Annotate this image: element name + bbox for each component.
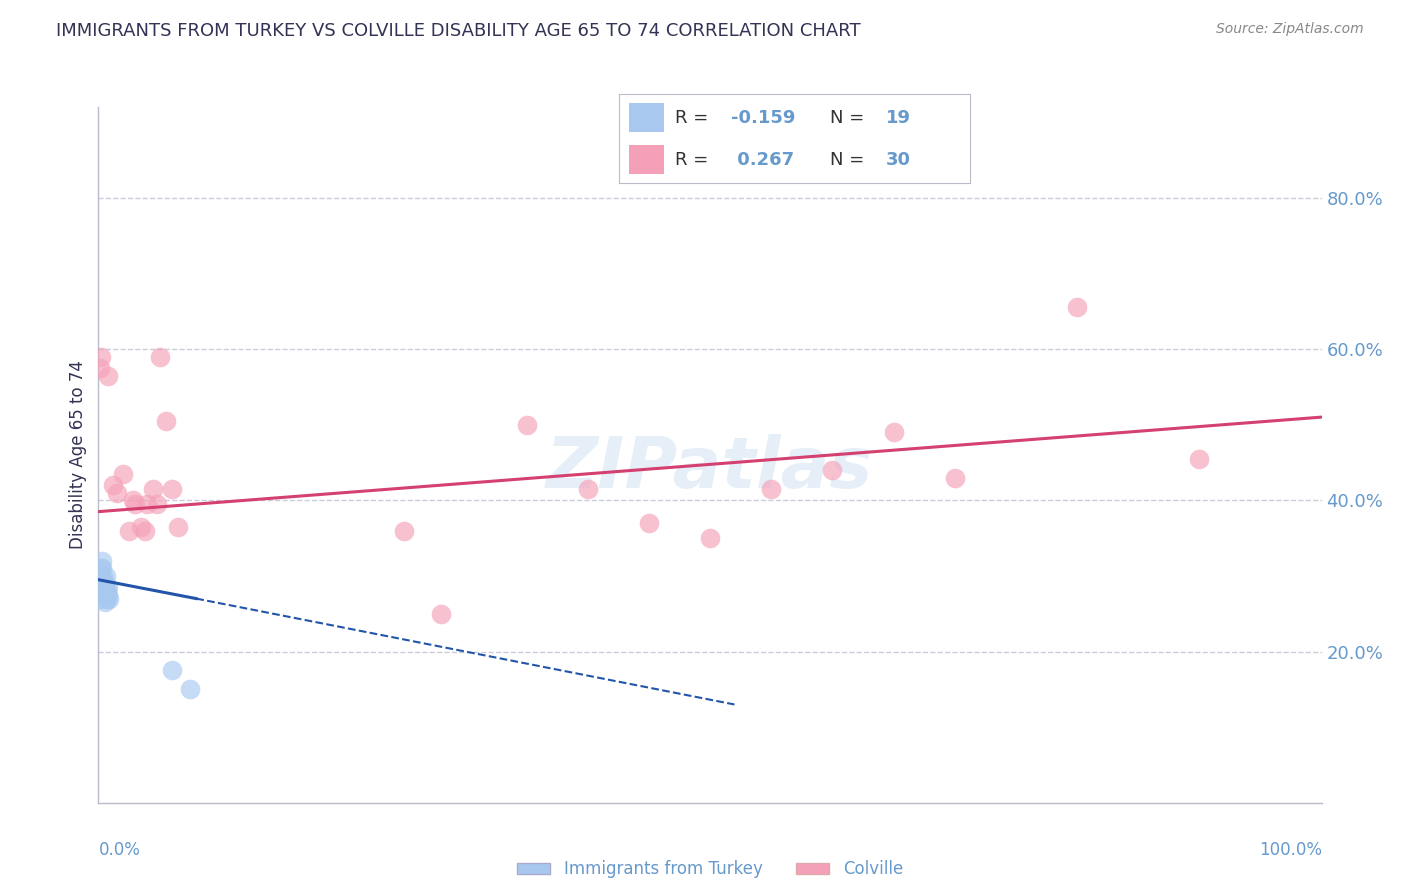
Point: [90, 561, 112, 575]
Point: [90, 576, 112, 591]
Point: [821, 463, 844, 477]
Point: [94, 584, 117, 599]
Point: [638, 516, 661, 530]
Point: [129, 520, 152, 534]
Point: [96, 584, 118, 599]
Point: [94, 569, 117, 583]
Point: [97, 368, 120, 383]
Point: [124, 497, 146, 511]
Point: [98, 591, 121, 606]
Point: [943, 470, 966, 484]
Point: [97, 588, 120, 602]
Point: [142, 482, 165, 496]
Point: [1188, 451, 1211, 466]
Text: IMMIGRANTS FROM TURKEY VS COLVILLE DISABILITY AGE 65 TO 74 CORRELATION CHART: IMMIGRANTS FROM TURKEY VS COLVILLE DISAB…: [56, 22, 860, 40]
Text: 19: 19: [886, 109, 911, 127]
Point: [576, 482, 599, 496]
Text: R =: R =: [675, 151, 714, 169]
Point: [146, 497, 169, 511]
Text: 0.0%: 0.0%: [98, 841, 141, 859]
Point: [91, 569, 114, 583]
Point: [136, 497, 159, 511]
Text: N =: N =: [830, 151, 869, 169]
Point: [93, 595, 115, 609]
Point: [91, 561, 114, 575]
Point: [155, 414, 177, 428]
Point: [105, 485, 128, 500]
Text: 100.0%: 100.0%: [1258, 841, 1322, 859]
FancyBboxPatch shape: [630, 145, 664, 174]
Point: [160, 664, 183, 678]
Text: ZIPatlas: ZIPatlas: [547, 434, 873, 503]
Legend: Immigrants from Turkey, Colville: Immigrants from Turkey, Colville: [510, 854, 910, 885]
FancyBboxPatch shape: [630, 103, 664, 132]
Text: 30: 30: [886, 151, 911, 169]
Point: [111, 467, 134, 481]
Point: [167, 520, 190, 534]
Text: 0.267: 0.267: [731, 151, 794, 169]
Point: [89, 591, 111, 606]
Point: [761, 482, 783, 496]
Text: Source: ZipAtlas.com: Source: ZipAtlas.com: [1216, 22, 1364, 37]
Point: [392, 524, 416, 538]
Text: R =: R =: [675, 109, 714, 127]
Point: [883, 425, 905, 440]
Point: [101, 478, 124, 492]
Point: [118, 524, 141, 538]
Point: [91, 554, 114, 568]
Point: [179, 682, 201, 697]
Point: [134, 524, 156, 538]
Point: [1066, 301, 1088, 315]
Point: [90, 350, 112, 364]
Point: [515, 417, 537, 432]
Point: [89, 361, 111, 376]
Point: [149, 350, 172, 364]
Point: [699, 531, 721, 545]
Point: [91, 580, 114, 594]
Point: [96, 591, 118, 606]
Point: [160, 482, 183, 496]
Point: [91, 573, 114, 587]
Point: [93, 576, 115, 591]
Point: [121, 493, 143, 508]
Text: -0.159: -0.159: [731, 109, 796, 127]
Point: [97, 580, 120, 594]
Text: N =: N =: [830, 109, 869, 127]
Y-axis label: Disability Age 65 to 74: Disability Age 65 to 74: [69, 360, 87, 549]
Point: [430, 607, 453, 621]
